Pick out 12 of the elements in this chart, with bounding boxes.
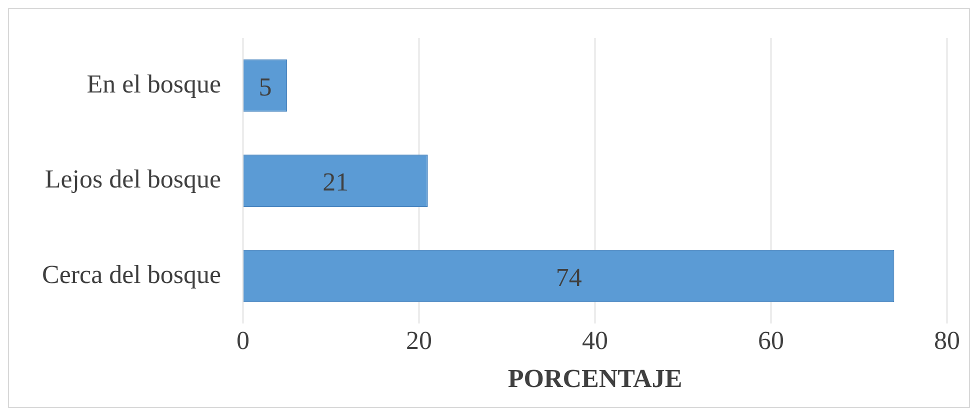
- x-tick-label: 20: [406, 326, 432, 356]
- data-label: 21: [322, 168, 349, 197]
- data-label: 5: [258, 72, 272, 102]
- y-tick-label: Lejos del bosque: [44, 164, 222, 194]
- x-axis-title: PORCENTAJE: [508, 364, 682, 394]
- x-tick-label: 0: [236, 326, 250, 356]
- x-tick-label: 80: [934, 326, 960, 356]
- y-tick-label: En el bosque: [86, 69, 222, 98]
- x-tick-label: 40: [582, 326, 608, 356]
- data-label: 74: [556, 262, 582, 292]
- y-tick-label: Cerca del bosque: [42, 260, 222, 289]
- x-tick-label: 60: [758, 326, 784, 356]
